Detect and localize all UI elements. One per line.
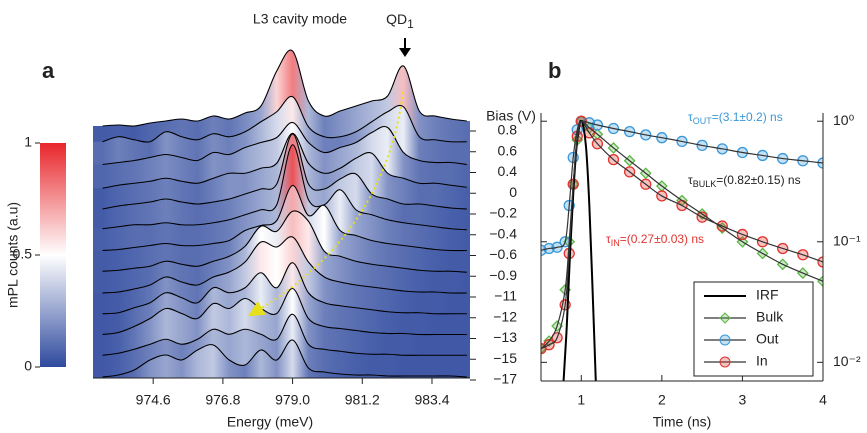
y-tick-label: −0.9 (489, 267, 517, 283)
y-tick-label: 10⁻¹ (833, 232, 861, 248)
legend-label: Bulk (756, 309, 784, 325)
legend-box (693, 281, 814, 377)
trace-line (102, 184, 467, 252)
trace-line (102, 339, 467, 378)
annotation-text: =(3.1±0.2) ns (712, 110, 783, 124)
annotation-symbol: τ (688, 110, 693, 124)
y-tick-label: 0.8 (498, 122, 518, 138)
x-axis-title: Time (ns) (653, 414, 712, 430)
trace-fill (93, 339, 470, 378)
x-tick-label: 983.4 (414, 392, 449, 408)
annotation: τBULK=(0.82±0.15) ns (688, 173, 801, 189)
x-tick-label: 979.0 (275, 392, 310, 408)
y-tick-label: −17 (493, 371, 517, 387)
trace-line (102, 210, 467, 273)
annotation-text: =(0.27±0.03) ns (620, 232, 704, 246)
y-tick-label: 0 (509, 184, 517, 200)
x-tick-label: 1 (577, 392, 585, 408)
panel-letter: b (548, 58, 561, 83)
y-tick-label: 0.6 (498, 142, 518, 158)
annotation-sub: OUT (693, 116, 713, 126)
annotation-symbol: τ (688, 173, 693, 187)
x-tick-label: 4 (819, 392, 827, 408)
y-tick-label: 10⁰ (833, 112, 855, 128)
plot-area (541, 115, 823, 381)
y-tick-label: −12 (493, 308, 517, 324)
legend-marker (719, 334, 731, 346)
qd-sub: 1 (407, 17, 414, 31)
x-tick-label: 974.6 (136, 392, 171, 408)
y-tick-label: −11 (494, 288, 517, 304)
y-tick-label: −0.2 (489, 205, 517, 221)
legend-label: IRF (756, 287, 779, 303)
y-axis-title: Bias (V) (486, 108, 536, 124)
annotation: L3 cavity mode (253, 11, 347, 27)
x-tick-label: 3 (739, 392, 747, 408)
y-tick-label: −13 (493, 329, 517, 345)
series-line (541, 120, 823, 350)
x-tick-label: 2 (658, 392, 666, 408)
trace-line (102, 236, 467, 294)
qd-arrowhead (399, 48, 411, 57)
trace-line (102, 287, 467, 336)
x-tick-label: 981.2 (345, 392, 380, 408)
trace-line (102, 262, 467, 315)
y-tick-label: −15 (493, 350, 517, 366)
colorbar-tick-label: 1 (24, 134, 32, 150)
trace-line (102, 313, 467, 356)
annotation: τIN=(0.27±0.03) ns (606, 232, 704, 248)
y-tick-label: −0.4 (489, 225, 517, 241)
panel-letter: a (42, 58, 55, 83)
marker (817, 256, 823, 268)
annotation-text: =(0.82±0.15) ns (716, 173, 800, 187)
annotation-sub: BULK (693, 179, 717, 189)
waterfall (93, 49, 470, 378)
annotation-symbol: τ (606, 232, 611, 246)
colorbar-tick-label: 0.5 (13, 246, 33, 262)
colorbar-title: mPL counts (a.u) (5, 202, 21, 308)
legend-label: Out (756, 331, 779, 347)
y-tick-label: −0.6 (489, 246, 517, 262)
x-axis-title: Energy (meV) (227, 414, 313, 430)
legend-marker (719, 356, 731, 368)
annotation-sub: IN (611, 238, 620, 248)
trace-line (102, 121, 467, 166)
trace-line (102, 144, 467, 231)
y-tick-label: 0.4 (498, 163, 518, 179)
shift-arrow (248, 91, 404, 317)
annotation: τOUT=(3.1±0.2) ns (688, 110, 783, 126)
x-tick-label: 976.8 (205, 392, 240, 408)
trace-line (102, 49, 467, 127)
legend-label: In (756, 353, 768, 369)
colorbar-tick-label: 0 (24, 358, 32, 374)
trace-line (102, 133, 467, 210)
series-line (541, 120, 823, 251)
qd-label: QD1 (386, 11, 414, 31)
series-line (541, 120, 823, 350)
colorbar (40, 143, 66, 367)
legend-marker (719, 312, 731, 324)
trace-line (102, 95, 467, 143)
qd-text: QD (386, 11, 407, 27)
y-tick-label: 10⁻² (833, 353, 861, 369)
trace-line (102, 132, 467, 189)
